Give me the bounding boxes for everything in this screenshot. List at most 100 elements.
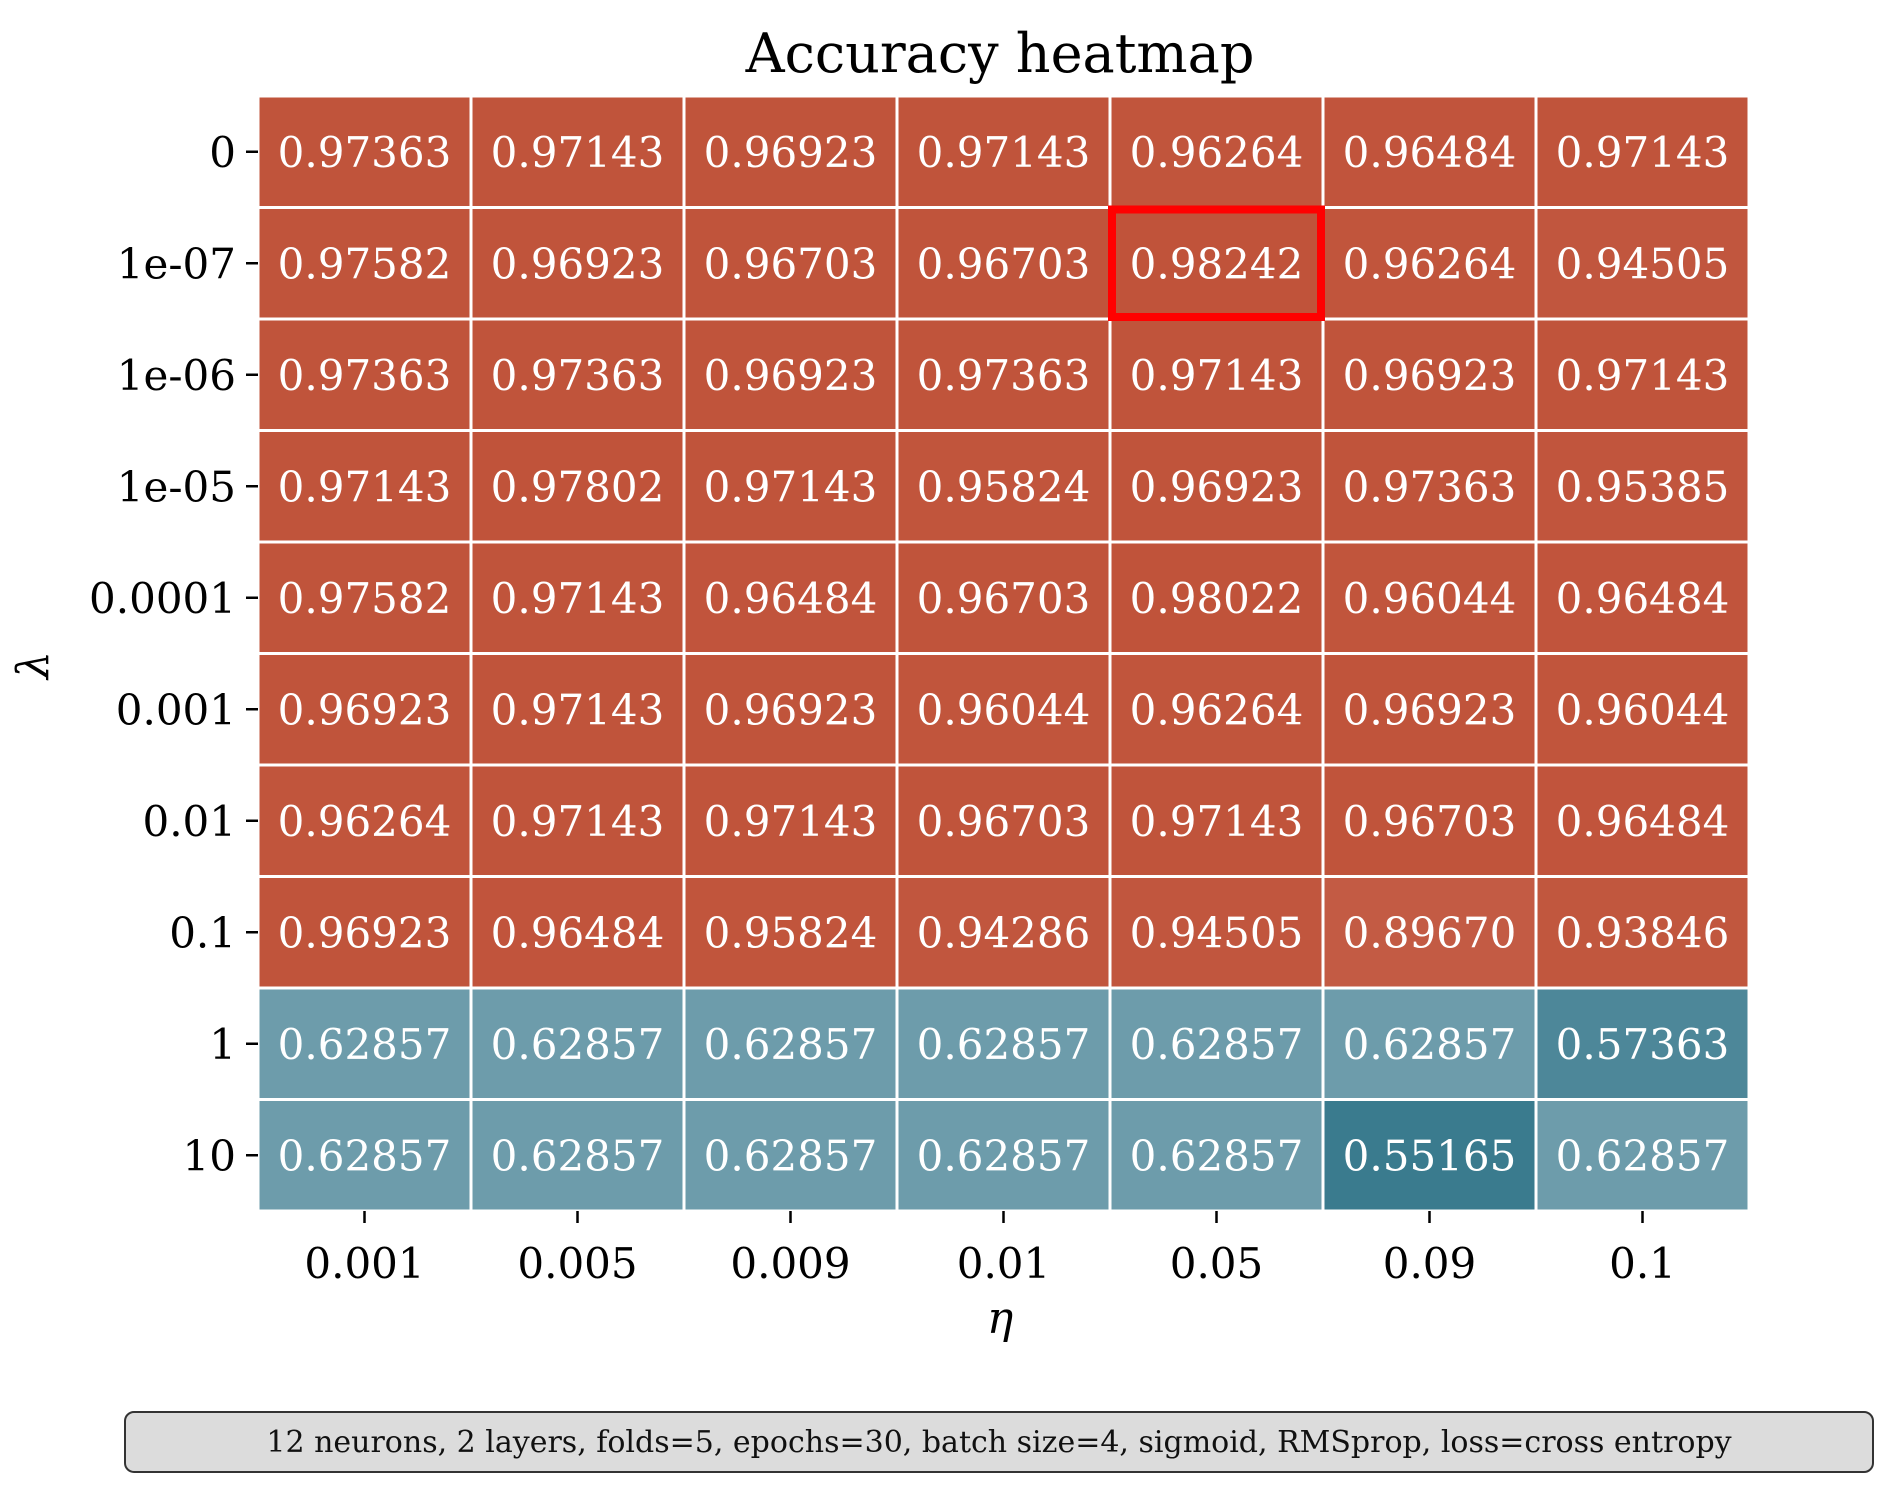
footnote-text: 12 neurons, 2 layers, folds=5, epochs=30…	[266, 1424, 1732, 1460]
heatmap-cell	[1108, 986, 1325, 1101]
heatmap-cell	[1108, 652, 1325, 767]
heatmap-cell	[1534, 429, 1751, 544]
heatmap-cell	[1108, 875, 1325, 990]
cell-value-label: 0.57363	[1556, 1020, 1730, 1069]
chart-title: Accuracy heatmap	[745, 22, 1255, 85]
cell-value-label: 0.96484	[1343, 128, 1517, 177]
cell-value-label: 0.96484	[1556, 797, 1730, 846]
x-axis: 0.001 0.005 0.009 0.01 0.05 0.09 0.1	[304, 1211, 1676, 1288]
heatmap-cell	[895, 652, 1112, 767]
cell-value-label: 0.96923	[704, 351, 878, 400]
heatmap-cell	[682, 540, 899, 655]
cell-value-label: 0.97143	[278, 462, 452, 511]
heatmap-cell	[256, 763, 473, 878]
heatmap-cell	[895, 317, 1112, 432]
cell-value-label: 0.94286	[917, 908, 1091, 957]
heatmap-cell	[469, 94, 686, 209]
cell-value-label: 0.96044	[917, 685, 1091, 734]
x-tick-label: 0.001	[304, 1239, 424, 1288]
heatmap-cell	[682, 763, 899, 878]
cell-value-label: 0.62857	[704, 1131, 878, 1180]
cell-value-label: 0.96923	[704, 685, 878, 734]
cell-value-label: 0.97143	[704, 797, 878, 846]
heatmap-cell	[895, 875, 1112, 990]
cell-value-label: 0.62857	[704, 1020, 878, 1069]
cell-value-label: 0.97802	[491, 462, 665, 511]
y-tick-label: 0.1	[169, 908, 236, 957]
cell-value-label: 0.96703	[917, 797, 1091, 846]
cells-layer	[256, 94, 1751, 1213]
cell-value-label: 0.97582	[278, 239, 452, 288]
cell-value-label: 0.97363	[491, 351, 665, 400]
cell-value-label: 0.93846	[1556, 908, 1730, 957]
heatmap-cell	[682, 1098, 899, 1213]
cell-value-label: 0.96044	[1343, 574, 1517, 623]
heatmap-cell	[256, 875, 473, 990]
cell-value-label: 0.96044	[1556, 685, 1730, 734]
heatmap-cell	[1108, 317, 1325, 432]
y-tick-label: 0.0001	[89, 574, 236, 623]
heatmap-cell	[1321, 875, 1538, 990]
cell-value-label: 0.97143	[1130, 797, 1304, 846]
cell-value-label: 0.96703	[917, 239, 1091, 288]
cell-value-label: 0.97143	[491, 574, 665, 623]
cell-value-label: 0.95824	[704, 908, 878, 957]
cell-value-label: 0.97143	[1556, 128, 1730, 177]
cell-value-label: 0.96484	[1556, 574, 1730, 623]
cell-value-label: 0.62857	[1556, 1131, 1730, 1180]
cell-value-label: 0.62857	[278, 1020, 452, 1069]
best-cell-highlight	[1108, 205, 1325, 321]
cell-value-label: 0.94505	[1130, 908, 1304, 957]
x-tick-label: 0.09	[1383, 1239, 1477, 1288]
heatmap-cell	[682, 986, 899, 1101]
cell-value-label: 0.96703	[917, 574, 1091, 623]
cell-value-label: 0.62857	[278, 1131, 452, 1180]
x-tick-label: 0.01	[957, 1239, 1051, 1288]
cell-value-label: 0.97363	[278, 351, 452, 400]
y-tick-label: 1	[209, 1020, 236, 1069]
heatmap-cell	[682, 317, 899, 432]
cell-value-label: 0.96264	[1130, 685, 1304, 734]
y-tick-label: 0.001	[116, 685, 236, 734]
cell-value-label: 0.97143	[491, 685, 665, 734]
y-axis-label: λ	[8, 651, 59, 681]
cell-value-label: 0.96923	[278, 685, 452, 734]
cell-value-label: 0.96264	[1130, 128, 1304, 177]
y-tick-label: 10	[183, 1131, 236, 1180]
y-tick-label: 1e-05	[117, 462, 236, 511]
cell-labels-layer: 0.97363 0.97143 0.96923 0.97143 0.96264 0.964…	[278, 128, 1730, 1181]
x-tick-label: 0.009	[730, 1239, 850, 1288]
cell-value-label: 0.97143	[1556, 351, 1730, 400]
cell-value-label: 0.62857	[491, 1020, 665, 1069]
heatmap-cell	[682, 206, 899, 321]
cell-value-label: 0.96484	[704, 574, 878, 623]
heatmap-cell	[895, 1098, 1112, 1213]
cell-value-label: 0.97143	[1130, 351, 1304, 400]
cell-value-label: 0.96923	[491, 239, 665, 288]
parameters-footnote: 12 neurons, 2 layers, folds=5, epochs=30…	[124, 1411, 1874, 1473]
heatmap-cell	[1321, 317, 1538, 432]
heatmap-cell	[256, 1098, 473, 1213]
x-tick-label: 0.1	[1609, 1239, 1676, 1288]
cell-value-label: 0.55165	[1343, 1131, 1517, 1180]
cell-value-label: 0.96923	[278, 908, 452, 957]
heatmap-cell	[1534, 1098, 1751, 1213]
heatmap-cell	[256, 94, 473, 209]
heatmap-cell	[1321, 763, 1538, 878]
heatmap-cell	[256, 540, 473, 655]
y-axis: 0 1e-07 1e-06 1e-05 0.0001 0.001 0.01 0.1 1 10	[89, 128, 258, 1180]
y-tick-label: 1e-06	[117, 351, 236, 400]
y-tick-label: 0.01	[142, 797, 236, 846]
heatmap-cell	[1534, 206, 1751, 321]
heatmap-cell	[1534, 763, 1751, 878]
heatmap-cell	[469, 652, 686, 767]
cell-value-label: 0.97143	[704, 462, 878, 511]
heatmap-cell	[1108, 206, 1325, 321]
cell-value-label: 0.96703	[1343, 797, 1517, 846]
heatmap-cell	[1108, 1098, 1325, 1213]
cell-value-label: 0.98242	[1130, 239, 1304, 288]
heatmap-cell	[1534, 875, 1751, 990]
cell-value-label: 0.62857	[491, 1131, 665, 1180]
cell-value-label: 0.62857	[917, 1131, 1091, 1180]
